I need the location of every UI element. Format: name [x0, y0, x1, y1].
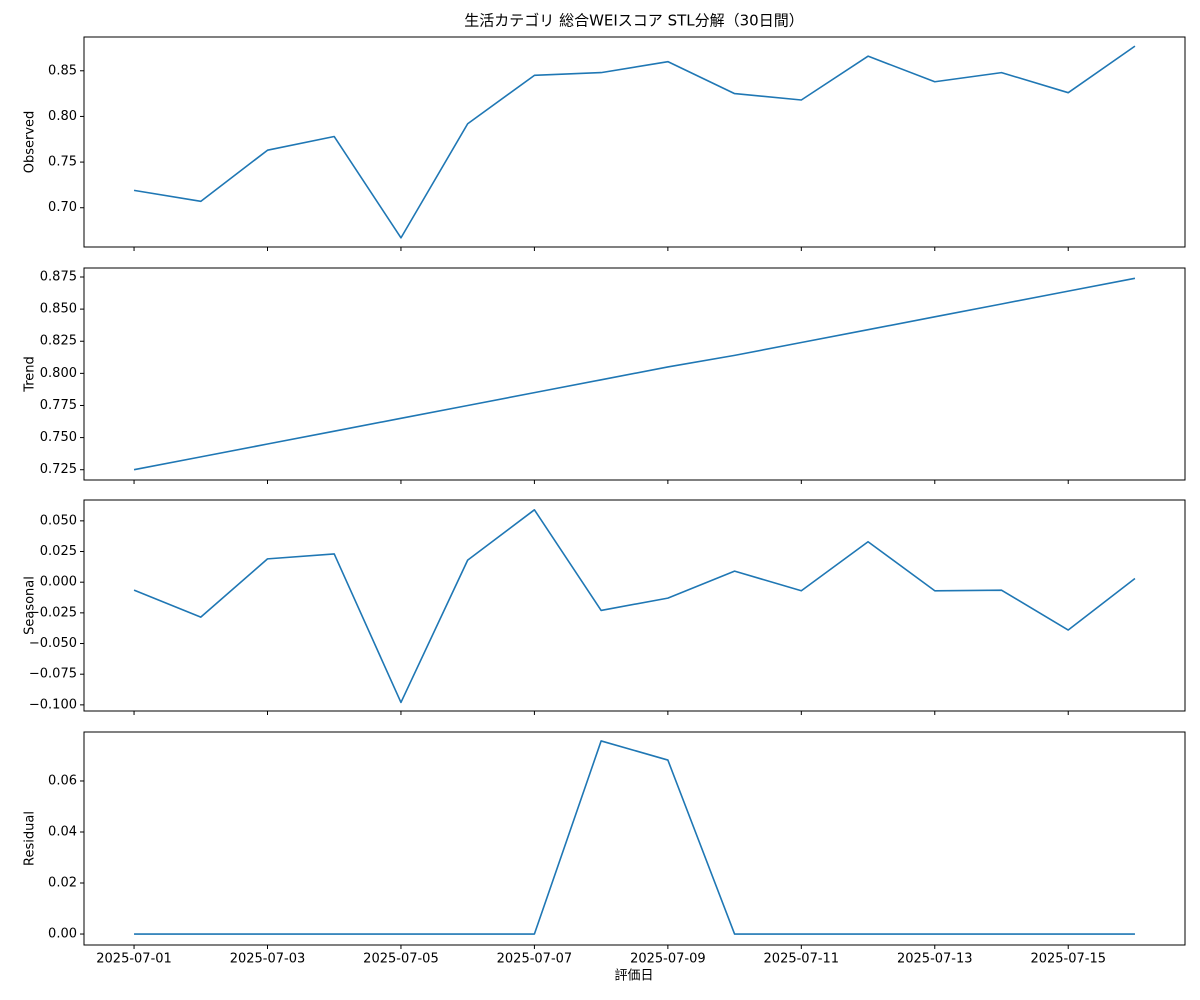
x-tick-label: 2025-07-01 — [96, 952, 172, 967]
x-tick-label: 2025-07-07 — [497, 952, 573, 967]
x-tick-label: 2025-07-05 — [363, 952, 439, 967]
y-tick-label: 0.00 — [48, 927, 77, 942]
y-axis-label: Residual — [23, 811, 38, 866]
y-tick-label: 0.750 — [40, 430, 77, 445]
y-tick-label: 0.80 — [48, 109, 77, 124]
y-tick-label: 0.02 — [48, 876, 77, 891]
plot-frame — [83, 731, 1186, 946]
plot-frame — [83, 36, 1186, 248]
y-tick-label: 0.000 — [40, 575, 77, 590]
series-line — [134, 740, 1135, 935]
chart-title: 生活カテゴリ 総合WEIスコア STL分解（30日間） — [464, 12, 803, 30]
y-tick-label: 0.70 — [48, 200, 77, 215]
plot-frame — [83, 267, 1186, 481]
x-tick-label: 2025-07-03 — [230, 952, 306, 967]
y-tick-label: 0.875 — [40, 269, 77, 284]
y-axis-label: Observed — [23, 111, 38, 174]
series-line — [133, 45, 1136, 239]
y-tick-label: −0.075 — [29, 667, 77, 682]
y-tick-label: −0.050 — [29, 636, 77, 651]
x-tick-label: 2025-07-09 — [630, 952, 706, 967]
y-tick-label: 0.725 — [40, 462, 77, 477]
y-tick-label: 0.04 — [48, 824, 77, 839]
x-tick-label: 2025-07-11 — [764, 952, 840, 967]
y-axis-label: Seasonal — [23, 576, 38, 635]
y-tick-label: 0.850 — [40, 302, 77, 317]
y-tick-label: 0.050 — [40, 513, 77, 528]
x-tick-label: 2025-07-13 — [897, 952, 973, 967]
series-line — [133, 509, 1136, 704]
y-tick-label: 0.85 — [48, 63, 77, 78]
y-axis-label: Trend — [23, 356, 38, 393]
y-tick-label: 0.825 — [40, 334, 77, 349]
plot-frame — [83, 499, 1186, 712]
x-tick-label: 2025-07-15 — [1030, 952, 1106, 967]
y-tick-label: 0.800 — [40, 366, 77, 381]
y-tick-label: 0.025 — [40, 544, 77, 559]
y-tick-label: 0.06 — [48, 773, 77, 788]
y-tick-label: 0.75 — [48, 155, 77, 170]
y-tick-label: 0.775 — [40, 398, 77, 413]
y-tick-label: −0.100 — [29, 697, 77, 712]
y-tick-label: −0.025 — [29, 605, 77, 620]
series-line — [133, 277, 1136, 471]
x-axis-label: 評価日 — [614, 969, 653, 984]
